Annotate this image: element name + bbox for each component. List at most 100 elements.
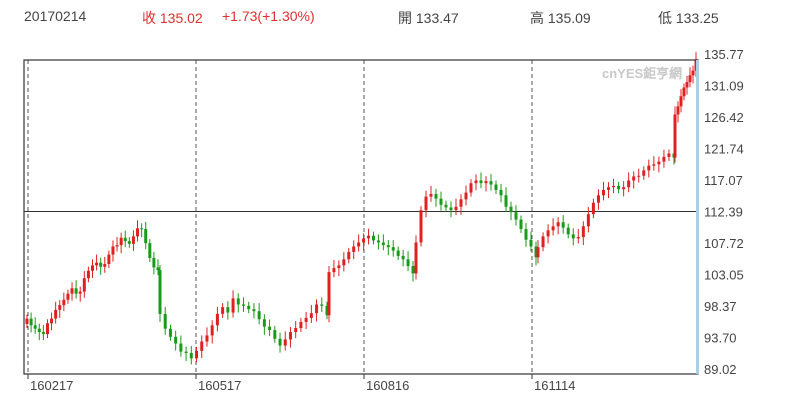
candle-up [215, 313, 219, 326]
candle-up [454, 206, 458, 211]
candle-up [315, 304, 319, 314]
candle-up [667, 153, 671, 157]
candle-up [288, 332, 292, 340]
candle-up [367, 235, 371, 239]
candle-down [401, 255, 405, 260]
candle-down [189, 352, 193, 359]
candle-down [529, 239, 533, 247]
candle-up [299, 321, 303, 329]
candle-up [612, 185, 616, 188]
candle-up [70, 288, 74, 294]
candle-down [386, 245, 390, 248]
candle-up [679, 96, 683, 107]
candle-up [688, 75, 692, 83]
candle-up [58, 305, 62, 310]
candle-down [163, 313, 167, 329]
candle-down [33, 325, 37, 329]
candle-down [514, 212, 518, 220]
candle-up [662, 156, 666, 162]
close-label: 收 [142, 10, 156, 26]
candle-down [278, 338, 282, 346]
candle-down [411, 266, 415, 274]
candle-up [576, 237, 580, 239]
candle-down [252, 309, 256, 312]
y-tick-label: 121.74 [704, 142, 744, 157]
candle-up [347, 251, 351, 260]
candle-up [657, 161, 661, 165]
open-value: 133.47 [415, 10, 459, 26]
candle-up [673, 114, 677, 158]
candle-down [268, 326, 272, 331]
candle-up [195, 350, 199, 359]
candle-up [91, 265, 94, 271]
candle-up [546, 230, 550, 237]
candle-up [210, 325, 214, 336]
candle-up [691, 70, 695, 76]
candle-down [262, 319, 266, 327]
candle-up [95, 262, 99, 266]
x-tick-label: 160517 [198, 378, 241, 393]
candle-down [509, 206, 513, 213]
candle-up [200, 341, 204, 351]
candle-down [524, 228, 528, 240]
open-label: 開 [398, 10, 412, 26]
y-tick-label: 98.37 [704, 299, 737, 314]
candle-up [424, 196, 428, 211]
x-axis: 160217 160517 160816 161114 [30, 378, 575, 393]
grid-layer [24, 60, 698, 379]
plot-right-accent [696, 60, 699, 374]
candle-layer [25, 52, 698, 365]
candle-down [179, 343, 183, 352]
candle-up [596, 195, 600, 203]
quote-high: 高 135.09 [530, 8, 591, 28]
candle-down [504, 195, 508, 207]
quote-close: 收 135.02 [142, 8, 203, 28]
candle-down [74, 288, 78, 294]
candle-up [131, 236, 135, 244]
candle-down [489, 181, 493, 185]
candle-down [41, 332, 45, 335]
candle-up [459, 199, 463, 207]
candle-up [414, 242, 418, 274]
candle-up [541, 236, 545, 248]
candle-up [652, 164, 656, 166]
watermark: cnYES鉅亨網 [602, 66, 682, 81]
candle-up [107, 254, 111, 265]
candle-down [479, 180, 483, 184]
candle-up [642, 170, 646, 176]
candle-up [419, 210, 423, 243]
y-tick-label: 89.02 [704, 362, 737, 377]
candle-up [556, 222, 560, 227]
quote-header: 20170214 收 135.02 +1.73(+1.30%) 開 133.47… [0, 0, 800, 34]
candle-up [115, 245, 119, 247]
candle-down [571, 234, 575, 239]
candle-up [62, 299, 66, 306]
y-tick-label: 126.42 [704, 110, 744, 125]
candle-down [242, 304, 245, 306]
candle-up [474, 180, 478, 184]
candle-up [86, 270, 90, 279]
y-tick-label: 131.09 [704, 79, 744, 94]
close-value: 135.02 [159, 10, 203, 26]
candle-up [54, 309, 58, 319]
quote-date: 20170214 [24, 8, 87, 24]
candle-down [184, 351, 188, 353]
quote-open: 開 133.47 [398, 8, 459, 28]
candle-up [103, 264, 107, 267]
candle-down [127, 241, 131, 244]
low-label: 低 [658, 10, 672, 26]
candle-down [499, 189, 503, 196]
candle-up [429, 193, 433, 197]
candle-down [561, 222, 565, 228]
candle-down [174, 336, 178, 344]
candle-up [601, 189, 605, 196]
candle-down [226, 307, 230, 313]
candle-down [439, 198, 443, 205]
candle-down [325, 305, 329, 316]
candle-up [283, 339, 287, 346]
candle-up [484, 181, 488, 184]
candle-down [148, 243, 152, 258]
candle-down [236, 298, 240, 305]
candle-up [469, 183, 473, 193]
candle-down [140, 228, 144, 230]
